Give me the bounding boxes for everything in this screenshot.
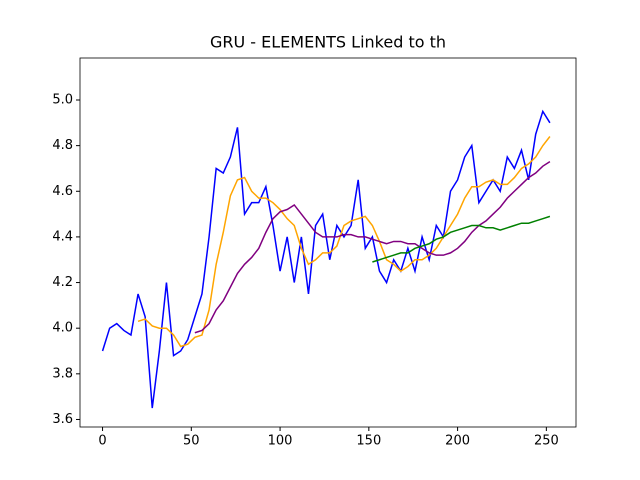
y-tick-label: 4.6 — [52, 184, 73, 199]
series-line — [137, 136, 551, 348]
series-line — [194, 160, 551, 334]
plot-frame — [79, 57, 577, 428]
x-tick-label: 50 — [183, 434, 200, 449]
y-tick-label: 3.8 — [52, 366, 73, 381]
y-tick-label: 4.4 — [52, 229, 73, 244]
y-tick-label: 4.2 — [52, 275, 73, 290]
chart-title: GRU - ELEMENTS Linked to th — [210, 33, 446, 52]
y-tick-label: 3.6 — [52, 412, 73, 427]
x-tick-label: 150 — [356, 434, 381, 449]
x-tick-label: 200 — [445, 434, 470, 449]
y-tick-label: 5.0 — [52, 92, 73, 107]
y-tick-label: 4.0 — [52, 321, 73, 336]
x-tick-label: 0 — [98, 434, 106, 449]
y-tick-label: 4.8 — [52, 138, 73, 153]
x-tick-label: 250 — [534, 434, 559, 449]
x-tick-label: 100 — [268, 434, 293, 449]
series-line — [372, 215, 551, 263]
